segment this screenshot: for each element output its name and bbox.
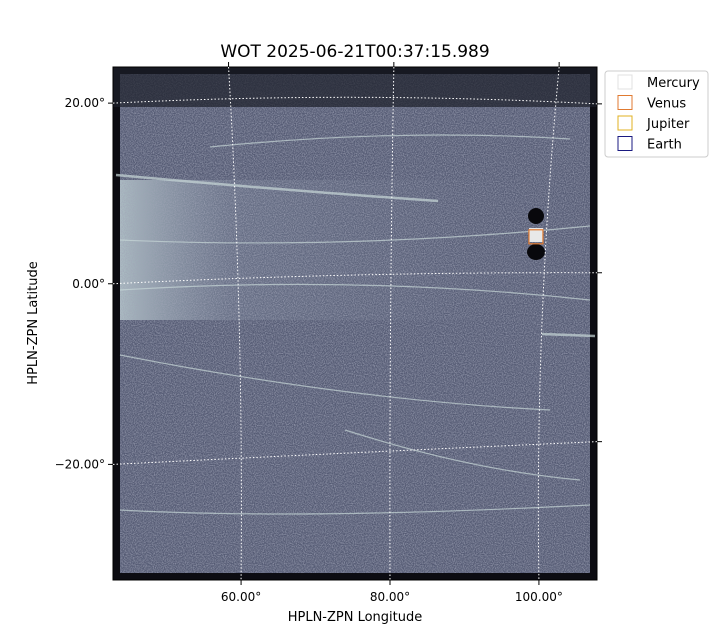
y-tick-label: 20.00° bbox=[65, 96, 105, 110]
legend-label: Mercury bbox=[647, 76, 700, 91]
legend bbox=[604, 70, 709, 158]
legend-label: Jupiter bbox=[646, 117, 690, 132]
grid-line bbox=[112, 272, 598, 285]
grid-line bbox=[228, 66, 242, 581]
x-tick-label: 60.00° bbox=[221, 590, 261, 604]
image bbox=[113, 67, 597, 580]
frame bbox=[112, 66, 598, 581]
legend-marker bbox=[617, 95, 633, 110]
legend-marker bbox=[617, 74, 633, 90]
x-tick-label: 100.00° bbox=[515, 590, 563, 604]
legend-marker bbox=[617, 115, 633, 131]
y-axis-label: HPLN-ZPN Latitude bbox=[26, 261, 41, 384]
body-marker bbox=[528, 229, 544, 245]
grid-line bbox=[389, 66, 395, 581]
y-tick-label: 0.00° bbox=[72, 277, 105, 291]
legend-marker bbox=[617, 136, 633, 151]
x-tick-label: 80.00° bbox=[370, 590, 410, 604]
grid-line bbox=[112, 441, 598, 465]
legend-label: Venus bbox=[647, 97, 686, 112]
legend-label: Earth bbox=[647, 138, 682, 153]
x-axis-label: HPLN-ZPN Longitude bbox=[288, 610, 423, 625]
y-tick-label: −20.00° bbox=[55, 457, 105, 471]
grid-line bbox=[537, 66, 560, 581]
chart-title: WOT 2025-06-21T00:37:15.989 bbox=[220, 42, 489, 62]
grid-line bbox=[112, 96, 598, 105]
